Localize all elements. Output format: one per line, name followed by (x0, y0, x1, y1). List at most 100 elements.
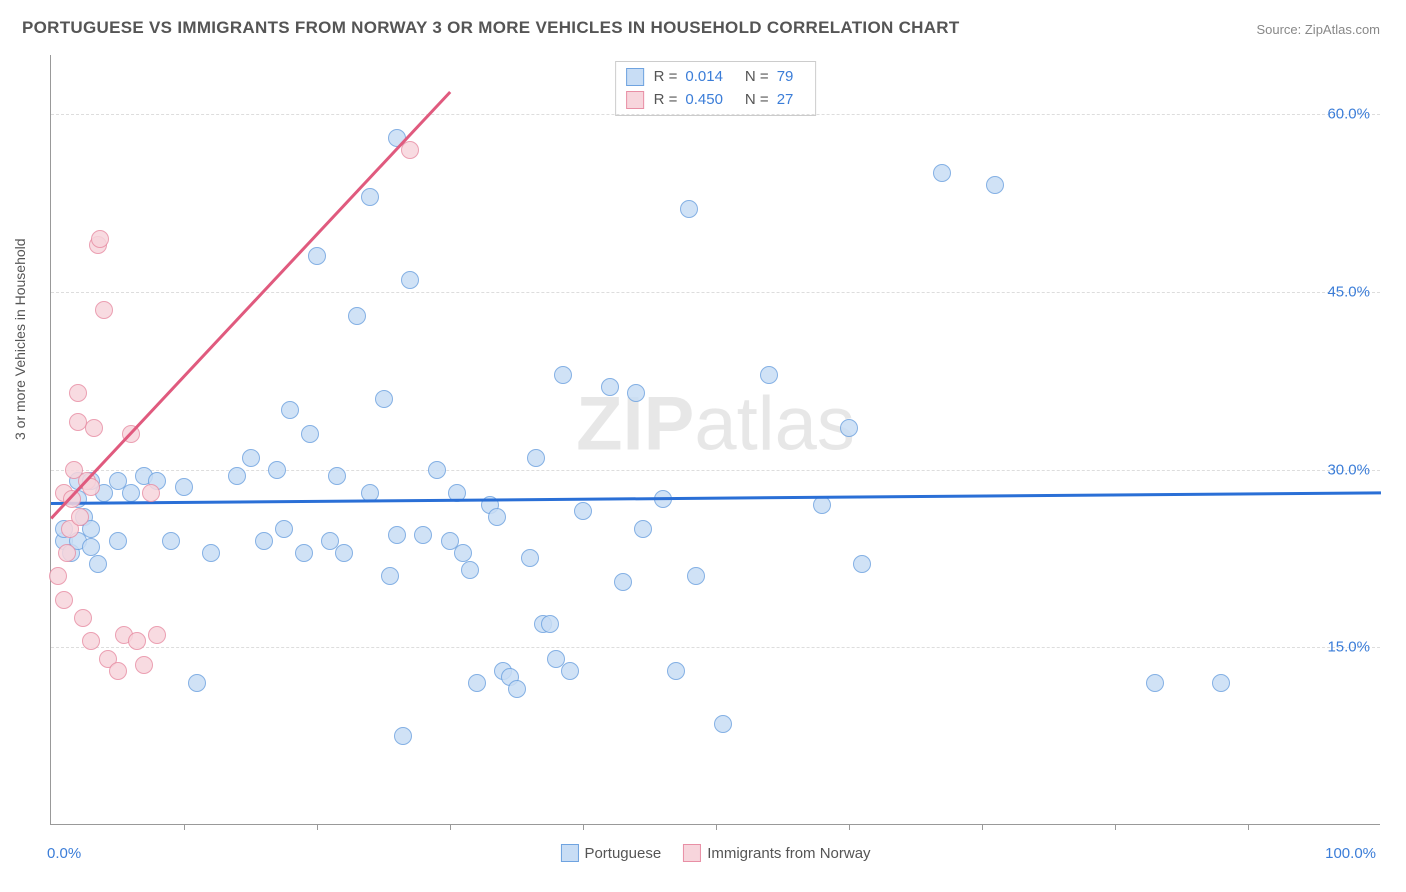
data-point (142, 484, 160, 502)
data-point (614, 573, 632, 591)
data-point (361, 188, 379, 206)
legend-swatch (560, 844, 578, 862)
x-tick-label: 100.0% (1325, 845, 1376, 862)
gridline (51, 114, 1380, 115)
data-point (135, 656, 153, 674)
data-point (281, 401, 299, 419)
data-point (375, 390, 393, 408)
data-point (461, 561, 479, 579)
stats-legend-row: R =0.450N =27 (626, 89, 806, 112)
data-point (58, 544, 76, 562)
data-point (933, 164, 951, 182)
data-point (554, 366, 572, 384)
data-point (122, 484, 140, 502)
data-point (394, 727, 412, 745)
data-point (508, 680, 526, 698)
data-point (335, 544, 353, 562)
data-point (202, 544, 220, 562)
data-point (760, 366, 778, 384)
trend-line (51, 491, 1381, 504)
data-point (680, 200, 698, 218)
x-tick-label: 0.0% (47, 845, 81, 862)
data-point (128, 632, 146, 650)
data-point (667, 662, 685, 680)
data-point (91, 230, 109, 248)
data-point (348, 307, 366, 325)
stats-legend-row: R = 0.014 N = 79 (626, 66, 806, 89)
data-point (627, 384, 645, 402)
watermark: ZIPatlas (576, 381, 855, 468)
x-tick (982, 824, 983, 830)
n-label: N = (745, 66, 769, 89)
r-value: 0.450 (685, 89, 723, 112)
x-tick (317, 824, 318, 830)
x-tick (849, 824, 850, 830)
data-point (228, 467, 246, 485)
data-point (255, 532, 273, 550)
data-point (109, 662, 127, 680)
data-point (986, 176, 1004, 194)
data-point (714, 715, 732, 733)
data-point (401, 141, 419, 159)
data-point (295, 544, 313, 562)
y-tick-label: 15.0% (1327, 639, 1370, 656)
n-value: 27 (777, 89, 794, 112)
data-point (175, 478, 193, 496)
data-point (813, 496, 831, 514)
legend-swatch (683, 844, 701, 862)
data-point (89, 555, 107, 573)
data-point (488, 508, 506, 526)
gridline (51, 292, 1380, 293)
data-point (454, 544, 472, 562)
n-value: 79 (777, 66, 794, 89)
data-point (275, 520, 293, 538)
data-point (541, 615, 559, 633)
y-tick-label: 30.0% (1327, 461, 1370, 478)
data-point (527, 449, 545, 467)
r-label: R = (654, 89, 678, 112)
data-point (414, 526, 432, 544)
x-tick (184, 824, 185, 830)
r-value: 0.014 (685, 66, 723, 89)
data-point (82, 632, 100, 650)
gridline (51, 647, 1380, 648)
data-point (74, 609, 92, 627)
data-point (109, 532, 127, 550)
data-point (634, 520, 652, 538)
data-point (85, 419, 103, 437)
data-point (308, 247, 326, 265)
data-point (1146, 674, 1164, 692)
data-point (521, 549, 539, 567)
data-point (1212, 674, 1230, 692)
x-tick (450, 824, 451, 830)
data-point (328, 467, 346, 485)
data-point (840, 419, 858, 437)
legend-item: Immigrants from Norway (683, 844, 870, 862)
y-tick-label: 45.0% (1327, 283, 1370, 300)
gridline (51, 470, 1380, 471)
data-point (188, 674, 206, 692)
r-label: R = (654, 66, 678, 89)
data-point (853, 555, 871, 573)
data-point (82, 538, 100, 556)
data-point (162, 532, 180, 550)
x-tick (1248, 824, 1249, 830)
x-tick (716, 824, 717, 830)
stats-legend: R = 0.014 N = 79R = 0.450 N = 27 (615, 61, 817, 116)
data-point (561, 662, 579, 680)
chart-title: PORTUGUESE VS IMMIGRANTS FROM NORWAY 3 O… (22, 18, 960, 38)
legend-swatch (626, 91, 644, 109)
legend-label: Portuguese (584, 845, 661, 862)
data-point (49, 567, 67, 585)
y-tick-label: 60.0% (1327, 106, 1370, 123)
data-point (468, 674, 486, 692)
data-point (69, 384, 87, 402)
y-axis-label: 3 or more Vehicles in Household (12, 238, 28, 440)
source-attribution: Source: ZipAtlas.com (1256, 22, 1380, 37)
data-point (401, 271, 419, 289)
data-point (574, 502, 592, 520)
legend-swatch (626, 68, 644, 86)
data-point (601, 378, 619, 396)
data-point (268, 461, 286, 479)
legend-label: Immigrants from Norway (707, 845, 870, 862)
